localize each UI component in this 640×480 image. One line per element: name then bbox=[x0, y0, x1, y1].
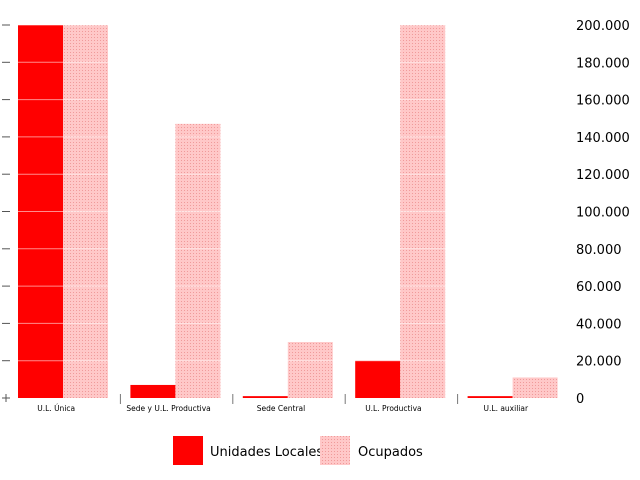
legend-swatch-unidades-locales bbox=[173, 436, 203, 465]
y-tick-label: 80.000 bbox=[576, 243, 622, 258]
bar-unidades-locales bbox=[130, 384, 176, 398]
y-tick-label: 100.000 bbox=[576, 206, 630, 221]
y-tick-label: 140.000 bbox=[576, 131, 630, 146]
bar-unidades-locales bbox=[242, 396, 288, 398]
x-category-label: Sede Central bbox=[257, 404, 305, 413]
bars bbox=[8, 24, 570, 398]
legend-label: Ocupados bbox=[358, 445, 423, 460]
y-tick-label: 40.000 bbox=[576, 317, 622, 332]
y-tick-label: 60.000 bbox=[576, 280, 622, 295]
bar-ocupados bbox=[512, 377, 558, 398]
legend-swatch-ocupados bbox=[320, 436, 350, 465]
bar-unidades-locales bbox=[355, 360, 401, 398]
legend-label: Unidades Locales bbox=[210, 445, 323, 460]
x-category-label: U.L. auxiliar bbox=[484, 404, 529, 413]
y-tick-label: 200.000 bbox=[576, 19, 630, 34]
y-tick-label: 160.000 bbox=[576, 94, 630, 109]
x-category-label: Sede y U.L. Productiva bbox=[126, 404, 210, 413]
y-tick-label: 120.000 bbox=[576, 168, 630, 183]
x-category-label: U.L. Única bbox=[37, 404, 75, 413]
bar-unidades-locales bbox=[467, 396, 513, 398]
bar-ocupados bbox=[287, 342, 333, 398]
bar-ocupados bbox=[175, 123, 221, 398]
axes: 0 20.000 40.000 60.000 80.000 100.000 120.000 1… bbox=[2, 19, 630, 413]
x-category-label: U.L. Productiva bbox=[365, 404, 421, 413]
y-tick-label: 20.000 bbox=[576, 355, 622, 370]
legend: Unidades Locales Ocupados bbox=[173, 436, 423, 465]
y-tick-label: 180.000 bbox=[576, 56, 630, 71]
y-tick-label: 0 bbox=[576, 392, 584, 407]
